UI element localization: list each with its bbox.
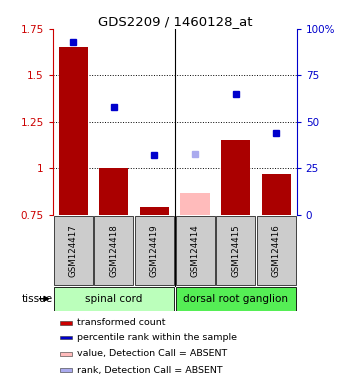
FancyBboxPatch shape <box>54 216 93 285</box>
Text: dorsal root ganglion: dorsal root ganglion <box>183 294 288 304</box>
Text: transformed count: transformed count <box>77 318 166 327</box>
Bar <box>180 193 210 215</box>
Bar <box>262 174 291 215</box>
Bar <box>60 321 72 324</box>
Title: GDS2209 / 1460128_at: GDS2209 / 1460128_at <box>98 15 252 28</box>
FancyBboxPatch shape <box>176 287 296 311</box>
FancyBboxPatch shape <box>176 216 214 285</box>
Text: GSM124418: GSM124418 <box>109 225 118 277</box>
Bar <box>60 368 72 372</box>
FancyBboxPatch shape <box>257 216 296 285</box>
FancyBboxPatch shape <box>54 287 174 311</box>
Bar <box>140 207 169 215</box>
Text: GSM124416: GSM124416 <box>272 225 281 277</box>
Bar <box>60 352 72 356</box>
FancyBboxPatch shape <box>94 216 133 285</box>
Text: rank, Detection Call = ABSENT: rank, Detection Call = ABSENT <box>77 366 223 375</box>
Bar <box>59 47 88 215</box>
Text: GSM124417: GSM124417 <box>69 225 78 277</box>
Text: tissue: tissue <box>22 294 53 304</box>
FancyBboxPatch shape <box>216 216 255 285</box>
Bar <box>221 141 250 215</box>
Text: percentile rank within the sample: percentile rank within the sample <box>77 333 237 342</box>
Bar <box>99 169 129 215</box>
FancyBboxPatch shape <box>135 216 174 285</box>
Bar <box>60 336 72 339</box>
Text: GSM124414: GSM124414 <box>191 225 199 277</box>
Text: value, Detection Call = ABSENT: value, Detection Call = ABSENT <box>77 349 227 358</box>
Text: GSM124415: GSM124415 <box>231 225 240 277</box>
Text: spinal cord: spinal cord <box>85 294 143 304</box>
Text: GSM124419: GSM124419 <box>150 225 159 277</box>
